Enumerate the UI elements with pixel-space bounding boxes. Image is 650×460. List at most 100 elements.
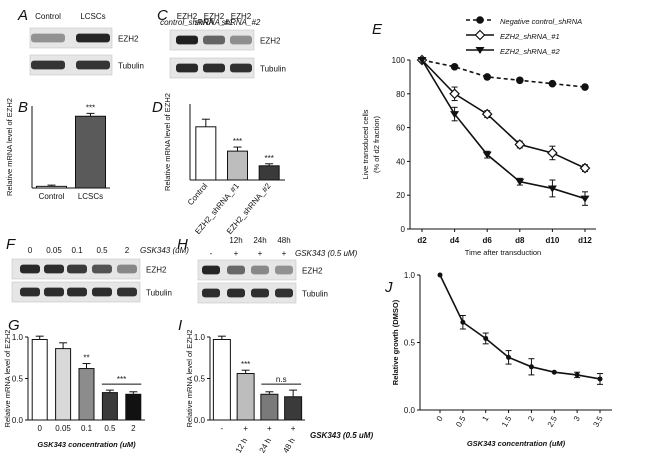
x-tick-label: 0: [37, 424, 42, 433]
blot-band: [31, 60, 65, 70]
blot-band: [275, 265, 293, 275]
x-tick-label: d6: [483, 236, 493, 245]
y-tick-label: 0.0: [194, 416, 206, 425]
bar: [260, 393, 279, 421]
blot-band: [227, 288, 245, 298]
marker-point: [437, 272, 443, 278]
blot-band: [251, 288, 269, 298]
bar: [195, 126, 217, 181]
marker-point: [483, 335, 489, 341]
marker-diamond: [547, 147, 558, 159]
y-tick-label: 0.5: [404, 339, 416, 348]
y-tick-label: 0.5: [194, 375, 206, 384]
lane-label: 0.1: [71, 246, 83, 255]
blot-row-label: EZH2: [302, 267, 323, 276]
x-tick-label: 1: [480, 414, 490, 423]
series-line: [421, 59, 586, 200]
marker-circle: [476, 16, 484, 24]
sign-label: +: [234, 249, 239, 258]
blot-band: [44, 287, 64, 297]
treatment-unit: GSK343 (0.5 uM): [295, 249, 358, 258]
blot-f: EZH2 Tubulin: [11, 258, 172, 303]
marker-diamond: [514, 139, 526, 150]
x-tick-label: 2.5: [546, 414, 560, 429]
blot-band: [44, 264, 64, 274]
series-line: [439, 274, 601, 380]
x-tick-label: d12: [578, 236, 592, 245]
marker-circle: [483, 73, 492, 81]
panel-letter-i: I: [178, 317, 182, 334]
blot-h: EZH2 Tubulin: [197, 259, 328, 304]
y-axis-label: (% of d2 fraction): [372, 115, 381, 173]
x-tick-label: 2: [526, 414, 536, 423]
marker-point: [506, 354, 512, 360]
lane-label: 0.05: [46, 246, 62, 255]
time-label: 48 h: [281, 437, 297, 455]
blot-band: [92, 287, 112, 297]
lane-sublabel: control_shRNA: [160, 18, 214, 27]
x-tick-label: +: [243, 424, 248, 433]
bar: [55, 348, 72, 421]
significance-stars: ***: [86, 103, 95, 112]
blot-row-label: Tubulin: [302, 290, 328, 299]
x-axis-label: GSK343 concentration (uM): [37, 440, 136, 449]
panel-letter-e: E: [372, 21, 383, 38]
bar: [284, 396, 303, 421]
x-tick-label: Control: [39, 192, 65, 201]
blot-band: [117, 264, 137, 274]
blot-band: [31, 33, 65, 43]
bar: [75, 115, 106, 189]
blot-a: EZH2 Tubulin: [29, 27, 144, 76]
y-axis-label: Relative mRNA level of EZH2: [3, 330, 12, 428]
bar: [227, 150, 248, 181]
blot-band: [117, 287, 137, 297]
panel-f: F 0 0.05 0.1 0.5 2 GSK343 (uM): [6, 236, 189, 255]
treatment-label: GSK343 (0.5 uM): [310, 431, 373, 440]
bracket-label: ***: [117, 375, 126, 384]
blot-row-label: EZH2: [260, 37, 281, 46]
bar-chart-d: D Relative mRNA level of EZH2Control***EZ…: [152, 93, 285, 236]
sign-label: +: [258, 249, 263, 258]
blot-band: [176, 63, 198, 73]
y-tick-label: 0.0: [404, 406, 416, 415]
x-tick-label: 0.5: [454, 414, 468, 429]
y-tick-label: 0.5: [12, 375, 24, 384]
x-axis-label: GSK343 concentration (uM): [467, 439, 566, 448]
blot-band: [76, 33, 110, 43]
bar: [36, 185, 67, 189]
blot-band: [275, 288, 293, 298]
time-label: 24h: [253, 236, 266, 245]
y-axis-label: Relative growth (DMSO): [391, 299, 400, 385]
bar-chart-b: B Relative mRNA level of EZH2 Control *** LC…: [5, 98, 110, 201]
marker-circle: [581, 83, 589, 91]
y-tick-label: 0: [401, 225, 406, 234]
line-chart-j: J 0.0 0.5 1.0 0 0.5 1 1.5 2 2.5 3 3.5 Relative growt…: [384, 271, 612, 448]
blot-band: [230, 63, 252, 73]
legend-label: EZH2_shRNA_#2: [500, 47, 560, 56]
x-tick-label: LCSCs: [78, 192, 103, 201]
y-axis-label: Relative mRNA level of EZH2: [163, 93, 172, 191]
significance-stars: ***: [264, 154, 273, 163]
x-axis-label: Time after transduction: [465, 248, 541, 257]
blot-row-label: Tubulin: [118, 62, 144, 71]
panel-letter-j: J: [384, 279, 393, 296]
series-line: [421, 59, 586, 169]
blot-band: [203, 35, 225, 45]
marker-point: [528, 364, 534, 370]
blot-band: [202, 288, 220, 298]
x-tick-label: 1.5: [500, 414, 514, 429]
y-tick-label: 1.0: [194, 333, 206, 342]
x-tick-label: Control: [186, 181, 210, 207]
bracket-label: n.s: [276, 375, 287, 384]
time-label: 12h: [229, 236, 242, 245]
lane-label: 2: [125, 246, 130, 255]
blot-band: [67, 287, 87, 297]
lane-sublabel: shRNA_#2: [222, 18, 261, 27]
blot-membrane: [29, 54, 113, 76]
x-tick-label: d2: [417, 236, 427, 245]
lane-label: LCSCs: [80, 12, 105, 21]
lane-label: EZH2: [231, 12, 252, 21]
blot-c: EZH2 Tubulin: [169, 29, 286, 79]
